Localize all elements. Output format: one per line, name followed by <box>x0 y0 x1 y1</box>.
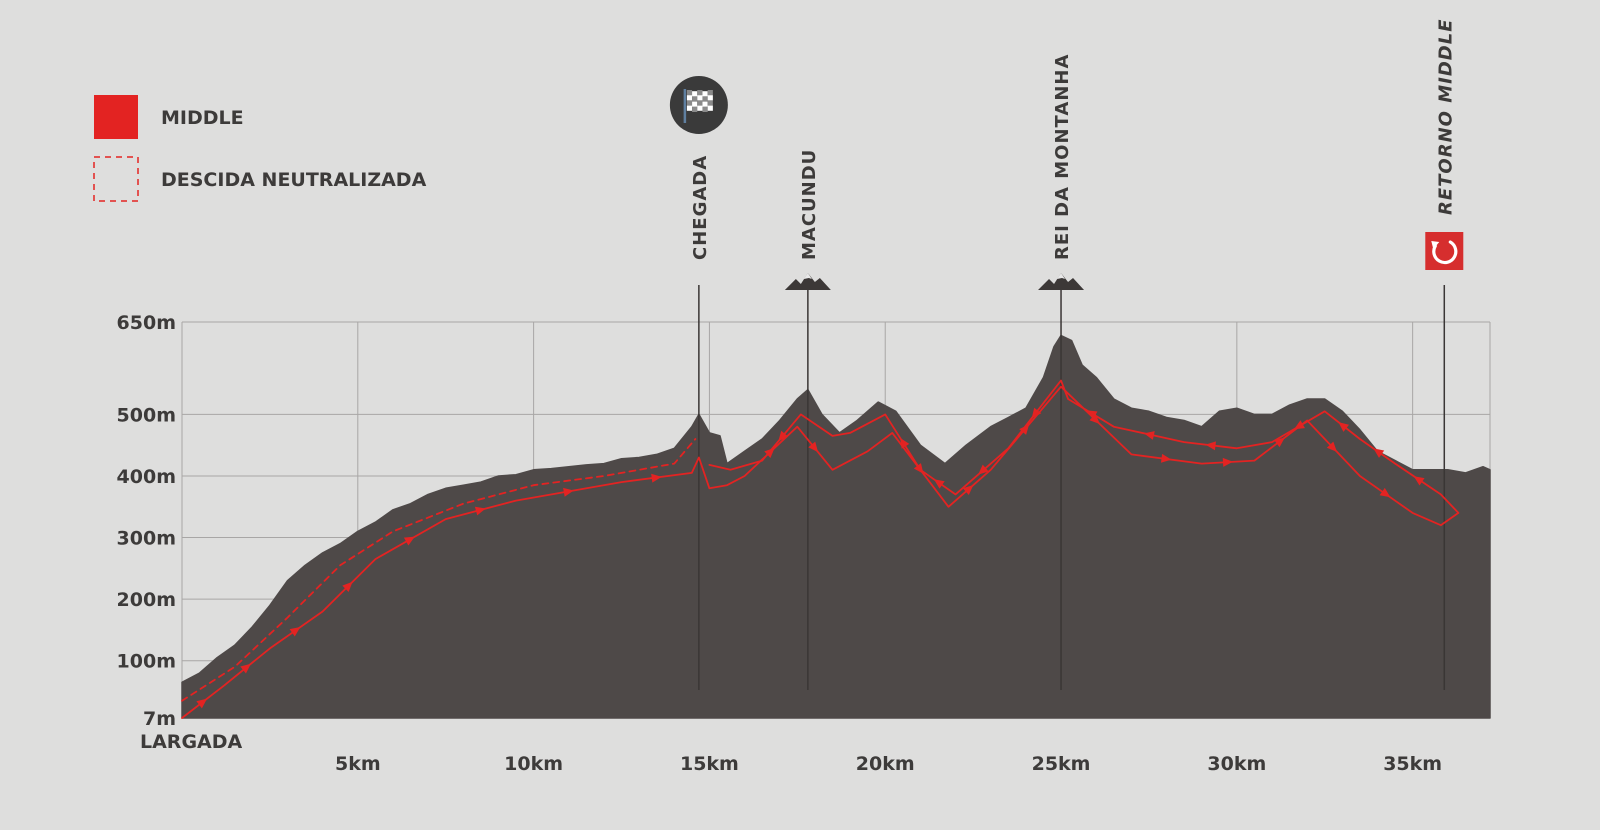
route-direction-arrow <box>196 698 208 709</box>
route-lines <box>181 379 1460 719</box>
route-direction-arrow <box>240 663 251 674</box>
annotation-label: RETORNO MIDDLE <box>1435 19 1456 216</box>
route-direction-arrow <box>1338 422 1350 432</box>
x-tick-label: 35km <box>1383 753 1442 775</box>
route-direction-arrow <box>962 485 974 495</box>
x-tick-label: 25km <box>1032 753 1091 775</box>
y-tick-label: 500m <box>117 404 176 426</box>
route-direction-arrow <box>289 627 301 637</box>
y-tick-label: 200m <box>117 589 176 611</box>
terrain-elevation-area <box>181 334 1491 719</box>
route-neutral-descent-line <box>181 438 697 702</box>
legend-label: DESCIDA NEUTRALIZADA <box>161 169 427 191</box>
route-direction-arrow <box>1379 487 1391 498</box>
route-direction-arrow <box>978 464 989 475</box>
route-direction-arrow <box>1274 437 1285 448</box>
mountain-peak-icon <box>784 273 831 290</box>
route-direction-arrow <box>1019 424 1030 435</box>
annotations: CHEGADA MACUNDU REI DA MONTANHA RETORNO MID… <box>669 19 1464 290</box>
start-label: LARGADA <box>140 731 243 753</box>
annotation-lines <box>698 285 1446 690</box>
route-direction-arrow <box>764 447 775 459</box>
route-direction-arrow <box>651 473 662 483</box>
route-direction-arrow <box>1160 453 1172 463</box>
x-tick-label: 20km <box>856 753 915 775</box>
x-tick-label: 10km <box>504 753 563 775</box>
route-direction-arrow <box>913 463 924 474</box>
route-direction-arrow <box>1413 476 1425 486</box>
route-direction-arrow <box>1031 407 1042 419</box>
annotation-label: REI DA MONTANHA <box>1052 54 1073 260</box>
route-direction-arrow <box>933 479 945 489</box>
legend-label: MIDDLE <box>161 107 244 129</box>
route-direction-arrow <box>1326 441 1337 452</box>
y-tick-label: 300m <box>117 528 176 550</box>
route-direction-arrow <box>900 437 910 449</box>
terrain-area <box>181 334 1491 719</box>
y-axis-tick-labels: 7m 100m 200m 300m 400m 500m 650m <box>117 312 176 730</box>
mountain-peak-icon <box>1038 273 1085 290</box>
x-axis-tick-labels: 5km 10km 15km 20km 25km 30km 35km <box>335 753 1442 775</box>
x-tick-label: 30km <box>1207 753 1266 775</box>
route-direction-arrow <box>403 536 415 546</box>
route-direction-arrow <box>1089 413 1100 424</box>
route-direction-arrow <box>474 506 486 516</box>
annotation-label: CHEGADA <box>690 155 711 260</box>
route-direction-arrow <box>342 581 353 593</box>
legend: MIDDLE DESCIDA NEUTRALIZADA <box>93 95 427 202</box>
route-direction-arrow <box>1294 420 1305 430</box>
y-tick-label: 7m <box>143 708 176 730</box>
legend-swatch-solid <box>94 95 138 139</box>
route-direction-arrow <box>1086 410 1098 420</box>
route-direction-arrow <box>1144 431 1155 440</box>
y-tick-label: 100m <box>117 651 176 673</box>
checkered-flag-icon <box>669 76 728 134</box>
route-direction-arrow <box>1373 448 1385 458</box>
legend-swatch-dashed <box>93 156 139 202</box>
route-direction-arrow <box>1205 441 1216 451</box>
route-direction-arrow <box>1222 457 1233 467</box>
route-direction-arrow <box>563 487 574 497</box>
route-direction-arrow <box>808 441 819 453</box>
y-tick-label: 650m <box>117 312 176 334</box>
x-tick-label: 15km <box>680 753 739 775</box>
y-tick-label: 400m <box>117 466 176 488</box>
x-tick-label: 5km <box>335 753 381 775</box>
return-arrow-icon <box>1425 232 1464 270</box>
route-direction-arrow <box>778 430 789 442</box>
annotation-label: MACUNDU <box>799 149 820 260</box>
